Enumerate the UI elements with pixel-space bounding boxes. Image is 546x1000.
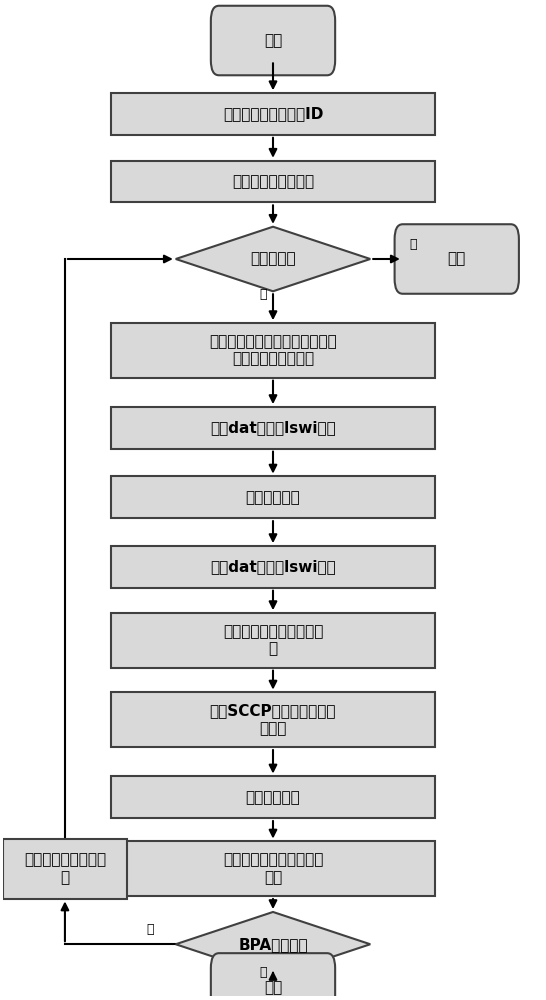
- FancyBboxPatch shape: [395, 224, 519, 294]
- Text: 给定故障时间与故障ID: 给定故障时间与故障ID: [223, 107, 323, 122]
- Text: 有: 有: [259, 288, 266, 301]
- FancyBboxPatch shape: [211, 6, 335, 75]
- Polygon shape: [176, 912, 370, 977]
- Text: 获取故障信息库中该故障的故障
信息和系统运行方式: 获取故障信息库中该故障的故障 信息和系统运行方式: [209, 334, 337, 367]
- Bar: [111, 841, 435, 896]
- Text: 获取dat文件和lswi文件: 获取dat文件和lswi文件: [210, 420, 336, 435]
- Text: 读取故障信息库文件: 读取故障信息库文件: [232, 174, 314, 189]
- Text: 结束: 结束: [264, 980, 282, 995]
- Text: 将本故障写入结果文
件: 将本故障写入结果文 件: [24, 853, 106, 885]
- Text: 开始: 开始: [264, 33, 282, 48]
- Bar: [111, 613, 435, 668]
- Text: 无: 无: [410, 238, 417, 251]
- Text: 解析结果文件: 解析结果文件: [246, 790, 300, 805]
- Text: 否: 否: [147, 923, 154, 936]
- Text: 结束: 结束: [448, 251, 466, 266]
- Text: 下一个故障: 下一个故障: [250, 251, 296, 266]
- Text: 形成短路计算控制文件文
件: 形成短路计算控制文件文 件: [223, 624, 323, 657]
- Bar: [111, 407, 435, 449]
- Bar: [111, 323, 435, 378]
- Text: 是: 是: [259, 966, 266, 979]
- Bar: [3, 839, 127, 899]
- Polygon shape: [176, 227, 370, 291]
- Bar: [111, 692, 435, 747]
- Text: BPA计算异常: BPA计算异常: [238, 937, 308, 952]
- FancyBboxPatch shape: [211, 953, 335, 1000]
- Bar: [111, 546, 435, 588]
- Text: 配网拓扑转换: 配网拓扑转换: [246, 490, 300, 505]
- Bar: [111, 161, 435, 202]
- Bar: [111, 93, 435, 135]
- Bar: [111, 776, 435, 818]
- Bar: [111, 476, 435, 518]
- Text: 累加计算短路电流累积效
应值: 累加计算短路电流累积效 应值: [223, 853, 323, 885]
- Text: 修改dat文件和lswi文件: 修改dat文件和lswi文件: [210, 559, 336, 574]
- Text: 调用SCCP进行短路电流故
障计算: 调用SCCP进行短路电流故 障计算: [210, 704, 336, 736]
